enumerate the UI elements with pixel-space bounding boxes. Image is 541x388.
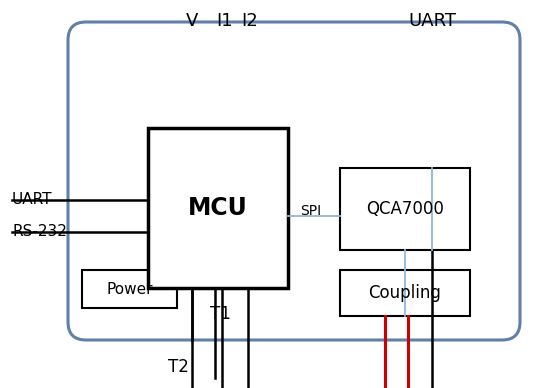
Text: SPI: SPI bbox=[300, 204, 321, 218]
Bar bbox=[82, 270, 177, 308]
Text: QCA7000: QCA7000 bbox=[366, 200, 444, 218]
Bar bbox=[340, 270, 470, 316]
Text: Power: Power bbox=[106, 282, 153, 296]
Text: Coupling: Coupling bbox=[368, 284, 441, 302]
Text: T1: T1 bbox=[210, 305, 231, 323]
Text: MCU: MCU bbox=[188, 196, 248, 220]
Text: I1: I1 bbox=[217, 12, 233, 30]
Text: RS-232: RS-232 bbox=[12, 225, 67, 239]
Bar bbox=[340, 168, 470, 250]
Text: UART: UART bbox=[408, 12, 456, 30]
Text: V: V bbox=[186, 12, 198, 30]
Text: T2: T2 bbox=[168, 358, 188, 376]
Text: I2: I2 bbox=[242, 12, 259, 30]
Bar bbox=[148, 128, 288, 288]
Text: UART: UART bbox=[12, 192, 52, 208]
